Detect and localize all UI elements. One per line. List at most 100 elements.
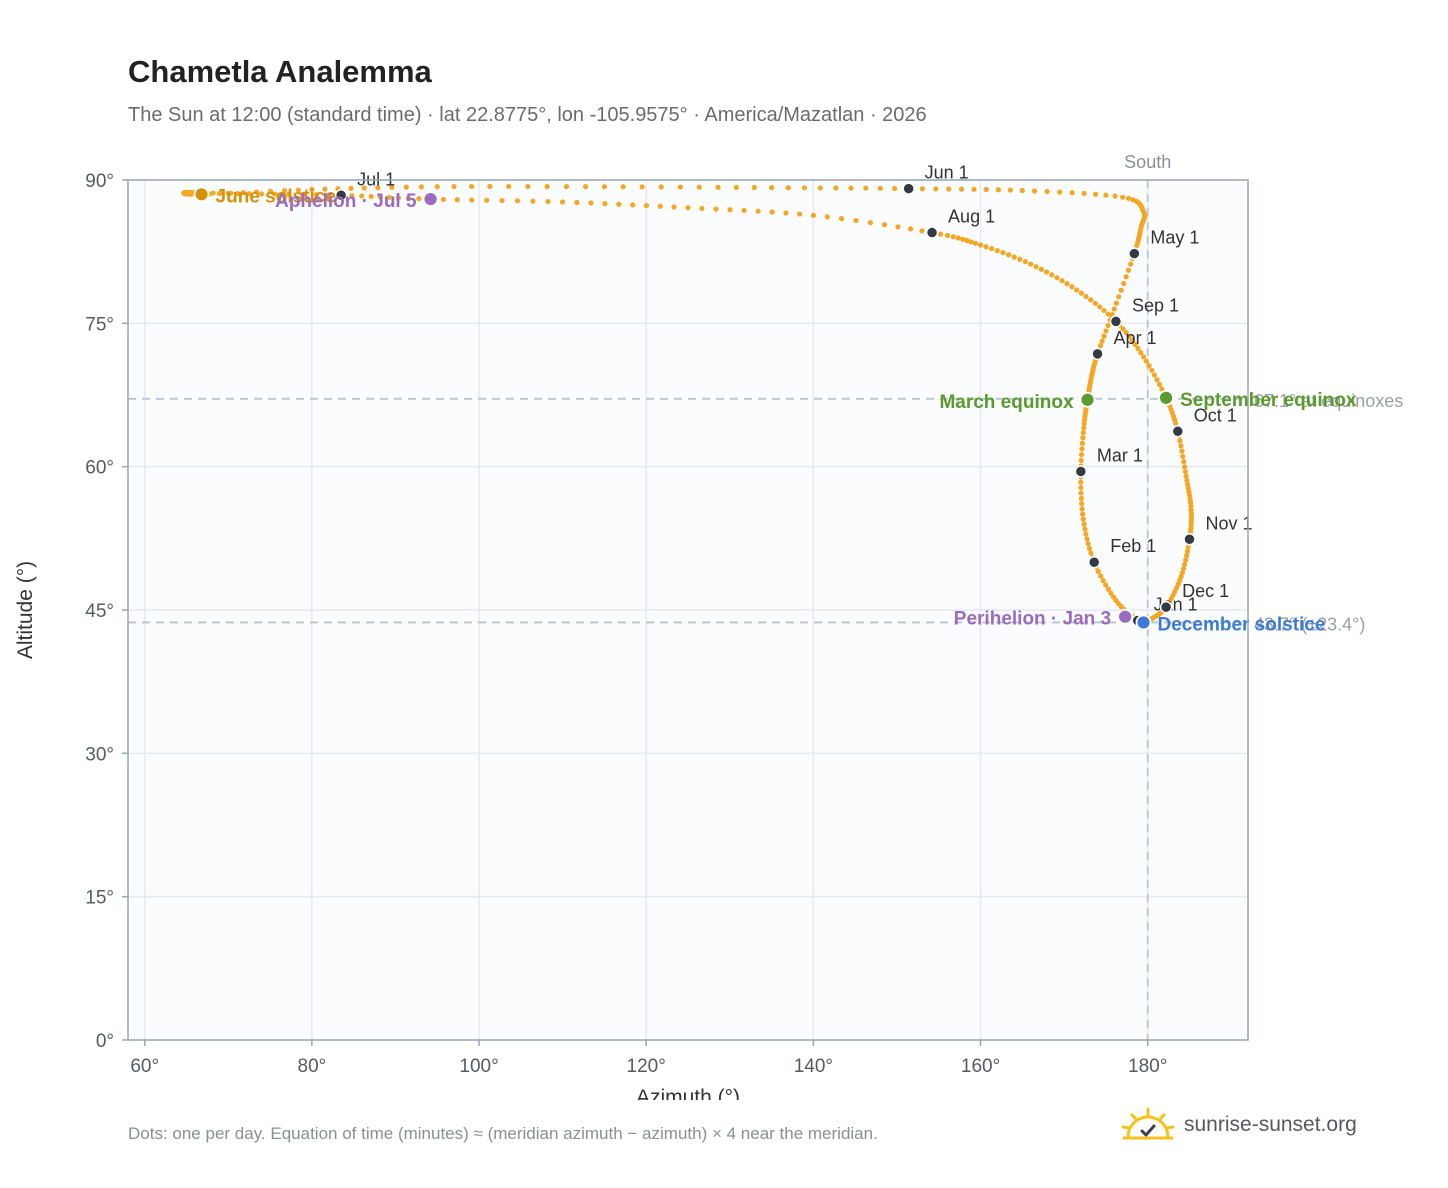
event-markers: June solstice December solstice March equi…: [193, 186, 1357, 635]
daily-dot: [1138, 349, 1144, 356]
daily-dot: [713, 206, 719, 212]
tick-labels: 60° 80° 100° 120° 140° 160° 180° 0° 15° 30° 45° 60°…: [85, 171, 1167, 1077]
month-marker: [1087, 555, 1101, 569]
daily-dot: [281, 188, 288, 194]
daily-dot: [995, 187, 1002, 193]
daily-dot: [240, 189, 246, 196]
daily-dot: [685, 205, 691, 211]
month-marker: [1074, 465, 1088, 478]
page-subtitle: The Sun at 12:00 (standard time) · lat 2…: [128, 104, 927, 126]
daily-dot: [1092, 191, 1099, 197]
daily-dot: [389, 184, 395, 190]
daily-dot: [977, 242, 984, 248]
month-marker: [1171, 425, 1185, 438]
daily-dot: [583, 184, 589, 190]
daily-dot: [1074, 287, 1080, 293]
daily-dot: [1043, 269, 1050, 275]
daily-dot: [971, 186, 977, 192]
daily-dot: [630, 202, 636, 208]
daily-dot: [1079, 446, 1085, 452]
daily-dot: [235, 190, 241, 197]
daily-dot: [295, 187, 302, 193]
x-tick-label: 160°: [961, 1056, 1000, 1077]
brand-logo[interactable]: sunrise-sunset.org: [1120, 1100, 1357, 1150]
daily-dot: [1038, 266, 1044, 272]
daily-dot: [1083, 293, 1089, 300]
daily-dot: [286, 191, 292, 197]
month-marker: [925, 226, 939, 239]
daily-dot: [881, 222, 888, 228]
daily-dot: [983, 244, 989, 250]
daily-dot: [326, 192, 332, 198]
daily-dot: [1118, 287, 1124, 293]
month-marker: [334, 189, 348, 202]
daily-dot: [1033, 264, 1039, 270]
daily-dot: [1080, 435, 1086, 441]
daily-dot: [1005, 252, 1012, 258]
daily-dot: [1078, 495, 1084, 501]
daily-dot: [1084, 536, 1090, 542]
daily-dot: [933, 186, 939, 192]
daily-dot: [246, 191, 252, 197]
daily-dot: [1128, 261, 1134, 267]
daily-dot: [210, 190, 216, 196]
daily-dot: [944, 232, 951, 239]
daily-dot: [300, 191, 306, 198]
daily-dot: [1022, 259, 1028, 265]
daily-dot: [1178, 443, 1184, 449]
month-marker: [1128, 247, 1141, 260]
reference-line-label: 43.7° (±23.4°): [1254, 614, 1365, 634]
x-axis-label: Azimuth (°): [636, 1086, 740, 1100]
event-marker: [193, 186, 210, 203]
daily-dot: [1095, 568, 1101, 574]
daily-dot: [1184, 553, 1190, 559]
daily-dot: [950, 234, 956, 240]
daily-dot: [983, 186, 989, 193]
daily-dot: [751, 184, 757, 191]
daily-dot: [1059, 278, 1065, 284]
month-marker-label: Mar 1: [1097, 445, 1143, 465]
event-marker: [1158, 389, 1174, 406]
daily-dot: [1079, 506, 1085, 512]
daily-dot: [833, 185, 839, 191]
daily-dot: [1177, 438, 1183, 444]
daily-dot: [1129, 337, 1135, 344]
month-marker-label: Dec 1: [1182, 581, 1229, 601]
brand-name: sunrise-sunset.org: [1184, 1113, 1357, 1136]
daily-dot: [783, 210, 789, 216]
daily-dot: [972, 240, 979, 246]
daily-dot: [1092, 300, 1098, 306]
daily-dot: [487, 183, 493, 190]
daily-dot: [741, 207, 747, 214]
daily-dot: [1011, 254, 1017, 260]
daily-dot: [1080, 516, 1086, 522]
daily-dot: [639, 184, 645, 190]
daily-dot: [1182, 561, 1188, 567]
y-tick-label: 30°: [85, 744, 114, 765]
daily-dot: [1078, 479, 1084, 485]
daily-dot: [418, 184, 425, 190]
daily-dot: [574, 199, 580, 206]
daily-dot: [1105, 311, 1111, 317]
daily-dot: [824, 214, 830, 220]
daily-dot: [937, 231, 944, 237]
y-tick-label: 15°: [85, 888, 114, 909]
daily-dot: [817, 185, 823, 191]
x-tick-label: 80°: [298, 1056, 327, 1077]
daily-dot: [1183, 473, 1189, 479]
daily-dot: [919, 186, 925, 192]
event-label: March equinox: [939, 392, 1074, 413]
daily-dot: [895, 224, 901, 230]
x-tick-label: 140°: [794, 1056, 833, 1077]
daily-dot: [1088, 297, 1094, 303]
daily-dot: [506, 183, 512, 190]
daily-dot: [1180, 453, 1186, 460]
daily-dot: [588, 200, 594, 206]
daily-dot: [727, 207, 733, 213]
daily-dot: [1044, 188, 1050, 195]
daily-dot: [309, 186, 315, 193]
daily-dot: [1081, 521, 1087, 527]
daily-dot: [1028, 261, 1034, 267]
daily-dot: [696, 184, 702, 190]
